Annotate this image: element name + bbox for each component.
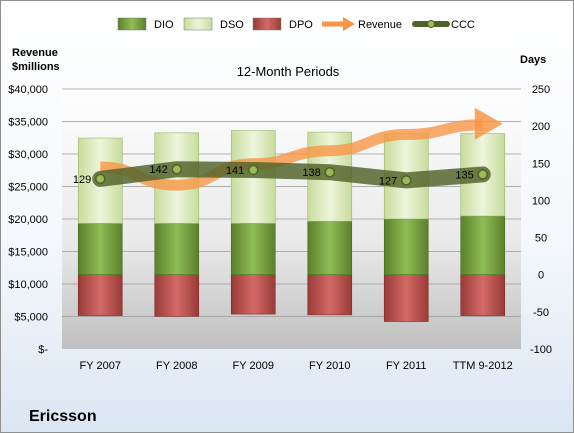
bar-dio <box>154 223 200 276</box>
x-tick-label: FY 2009 <box>233 360 274 372</box>
left-axis-label: Revenue $millions <box>12 47 60 73</box>
right-tick-label: 100 <box>532 195 550 207</box>
left-tick-label: $- <box>38 344 48 356</box>
bar-dpo <box>307 274 353 316</box>
bar-dpo <box>154 274 200 317</box>
legend-swatch-revenue-head <box>343 17 355 31</box>
bar-dio <box>460 215 506 276</box>
right-tick-label: -50 <box>533 307 549 319</box>
right-tick-label: 250 <box>532 84 550 96</box>
ccc-data-label: 127 <box>379 175 397 187</box>
legend-swatch-dio <box>117 17 147 31</box>
revenue-line <box>100 119 483 191</box>
ccc-marker <box>324 166 335 178</box>
right-tick-label: -100 <box>530 344 552 356</box>
legend-label-ccc: CCC <box>451 19 475 31</box>
left-tick-label: $25,000 <box>8 182 48 194</box>
ccc-marker <box>248 164 259 176</box>
ccc-line <box>92 161 491 189</box>
bar-dpo <box>230 274 276 315</box>
right-tick-label: 150 <box>532 158 550 170</box>
chart-title: 12-Month Periods <box>236 64 340 79</box>
revenue-arrowhead <box>474 107 503 140</box>
legend-swatch-ccc-marker <box>427 20 435 28</box>
bar-dio <box>230 223 276 276</box>
left-tick-label: $20,000 <box>8 214 48 226</box>
legend-label-dio: DIO <box>154 19 174 31</box>
ccc-marker <box>401 175 412 186</box>
bar-dio <box>307 220 353 276</box>
bar-dpo <box>460 274 506 316</box>
company-name: Ericsson <box>29 408 97 425</box>
right-axis-label: Days <box>520 54 547 66</box>
left-tick-label: $30,000 <box>8 149 48 161</box>
ccc-data-label: 129 <box>73 174 91 186</box>
x-tick-label: FY 2011 <box>386 360 427 372</box>
right-tick-label: 50 <box>535 233 547 245</box>
legend-swatch-dso <box>183 17 213 31</box>
x-tick-label: TTM 9-2012 <box>453 360 513 372</box>
bar-dpo <box>383 274 429 322</box>
legend-label-dpo: DPO <box>289 19 313 31</box>
left-tick-label: $10,000 <box>8 279 48 291</box>
ccc-data-label: 138 <box>302 167 320 179</box>
ccc-marker <box>171 163 182 175</box>
right-tick-label: 200 <box>532 121 550 133</box>
bar-dio <box>77 223 123 276</box>
ccc-data-label: 135 <box>455 169 473 181</box>
ccc-data-label: 142 <box>149 164 167 176</box>
legend-label-revenue: Revenue <box>358 19 402 31</box>
left-tick-label: $5,000 <box>14 312 48 324</box>
x-tick-label: FY 2007 <box>80 360 121 372</box>
legend-label-dso: DSO <box>220 19 244 31</box>
ccc-marker <box>95 173 106 185</box>
ccc-data-label: 141 <box>226 165 244 177</box>
bar-dpo <box>77 274 123 316</box>
ccc-marker <box>477 169 488 180</box>
legend-swatch-dpo <box>252 17 282 31</box>
left-tick-label: $15,000 <box>8 247 48 259</box>
left-tick-label: $35,000 <box>8 117 48 129</box>
x-tick-label: FY 2008 <box>156 360 197 372</box>
bar-dio <box>383 218 429 276</box>
x-tick-label: FY 2010 <box>309 360 350 372</box>
left-tick-label: $40,000 <box>8 84 48 96</box>
right-tick-label: 0 <box>538 270 544 282</box>
